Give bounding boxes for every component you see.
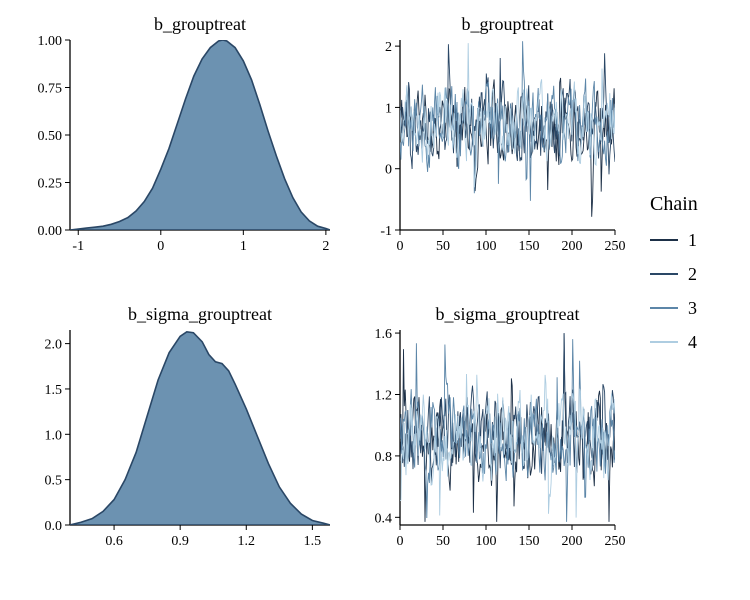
x-tick-label: 250 xyxy=(605,239,626,254)
y-tick-label: 0.8 xyxy=(375,450,393,465)
x-tick-label: 200 xyxy=(562,239,583,254)
y-tick-label: 2.0 xyxy=(45,338,63,353)
x-tick-label: 50 xyxy=(436,534,450,549)
x-tick-label: 0 xyxy=(397,534,404,549)
panel-title: b_grouptreat xyxy=(154,14,246,34)
y-tick-label: -1 xyxy=(380,224,392,239)
x-tick-label: 0 xyxy=(397,239,404,254)
x-tick-label: 1 xyxy=(240,239,247,254)
x-tick-label: 100 xyxy=(476,534,497,549)
panel-title: b_grouptreat xyxy=(462,14,554,34)
y-tick-label: 0 xyxy=(385,163,392,178)
y-tick-label: 0.50 xyxy=(38,129,63,144)
y-tick-label: 0.75 xyxy=(38,82,63,97)
y-tick-label: 1.6 xyxy=(375,327,393,342)
y-tick-label: 0.00 xyxy=(38,224,63,239)
y-tick-label: 0.5 xyxy=(45,474,63,489)
x-tick-label: 1.2 xyxy=(238,534,256,549)
y-tick-label: 0.4 xyxy=(375,511,393,526)
x-tick-label: 250 xyxy=(605,534,626,549)
x-tick-label: 0.6 xyxy=(105,534,123,549)
x-tick-label: 1.5 xyxy=(304,534,322,549)
chart-grid: b_grouptreat-10120.000.250.500.751.00b_g… xyxy=(0,0,750,600)
legend-title: Chain xyxy=(650,193,698,215)
x-tick-label: 150 xyxy=(519,534,540,549)
x-tick-label: 0 xyxy=(157,239,164,254)
y-tick-label: 1.5 xyxy=(45,383,63,398)
y-tick-label: 2 xyxy=(385,40,392,55)
legend-label: 3 xyxy=(688,298,697,318)
x-tick-label: 150 xyxy=(519,239,540,254)
y-tick-label: 0.0 xyxy=(45,519,63,534)
y-tick-label: 1 xyxy=(385,101,392,116)
legend-label: 1 xyxy=(688,230,697,250)
x-tick-label: 0.9 xyxy=(171,534,189,549)
x-tick-label: 2 xyxy=(322,239,329,254)
panel-title: b_sigma_grouptreat xyxy=(436,304,580,324)
y-tick-label: 1.0 xyxy=(45,428,63,443)
y-tick-label: 1.2 xyxy=(375,388,393,403)
panel-title: b_sigma_grouptreat xyxy=(128,304,272,324)
legend-label: 4 xyxy=(688,332,697,352)
x-tick-label: 200 xyxy=(562,534,583,549)
x-tick-label: -1 xyxy=(72,239,84,254)
x-tick-label: 100 xyxy=(476,239,497,254)
legend-label: 2 xyxy=(688,264,697,284)
y-tick-label: 0.25 xyxy=(38,177,63,192)
y-tick-label: 1.00 xyxy=(38,34,63,49)
x-tick-label: 50 xyxy=(436,239,450,254)
